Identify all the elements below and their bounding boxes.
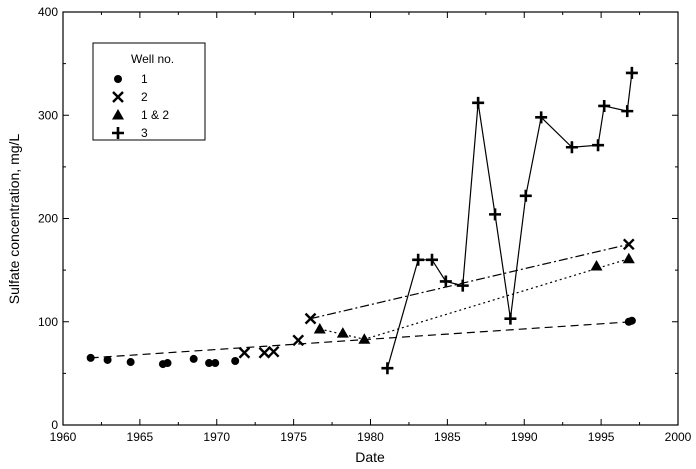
- circle-marker: [103, 355, 112, 364]
- x-marker: [258, 346, 271, 359]
- data-markers: [86, 66, 638, 375]
- plus-marker: [592, 139, 605, 152]
- triangle-marker: [622, 252, 635, 264]
- plus-marker: [456, 279, 469, 292]
- triangle-marker: [336, 327, 349, 338]
- legend-box: [92, 42, 206, 141]
- circle-marker: [627, 316, 636, 325]
- plus-marker: [565, 141, 578, 154]
- x-tick-label: 1980: [357, 430, 384, 444]
- legend-entry-label: 1 & 2: [141, 108, 169, 122]
- plus-marker: [621, 105, 634, 118]
- x-tick-label: 1995: [588, 430, 615, 444]
- plus-marker: [439, 275, 452, 288]
- triangle-marker: [112, 109, 124, 120]
- circle-marker: [189, 354, 198, 363]
- x-tick-label: 1990: [511, 430, 538, 444]
- x-marker: [304, 312, 317, 325]
- circle-marker: [231, 356, 240, 365]
- y-tick-label: 200: [38, 212, 58, 226]
- legend-items: 1 2 1 & 2 3: [112, 72, 169, 140]
- triangle-marker: [590, 259, 603, 271]
- plus-marker: [381, 362, 394, 375]
- legend-entry-label: 1: [141, 72, 148, 86]
- plus-marker: [472, 96, 485, 109]
- plus-marker: [112, 127, 124, 139]
- trend-line-dotted: [319, 258, 629, 340]
- circle-marker: [163, 359, 172, 368]
- y-tick-label: 0: [51, 418, 58, 432]
- x-marker: [267, 345, 280, 358]
- axis-ticks: 1960 1965 1970 1975 1980 1985 1990 1995 2000 0 100…: [38, 5, 692, 444]
- plus-marker: [504, 312, 517, 325]
- legend-entry-label: 2: [141, 90, 148, 104]
- circle-marker: [126, 358, 135, 367]
- legend: Well no. 1 2 1 & 2 3: [92, 42, 206, 141]
- plus-marker: [426, 253, 438, 266]
- circle-marker: [114, 75, 122, 83]
- circle-marker: [205, 359, 214, 368]
- legend-entry-label: 3: [141, 126, 148, 140]
- plus-marker: [519, 189, 532, 202]
- x-marker: [292, 334, 305, 347]
- plus-marker: [625, 66, 638, 79]
- plus-marker: [535, 111, 548, 124]
- y-axis-label: Sulfate concentration, mg/L: [6, 134, 22, 305]
- legend-title: Well no.: [131, 52, 174, 66]
- x-marker: [112, 91, 124, 103]
- x-marker: [622, 238, 635, 251]
- triangle-marker: [358, 333, 371, 344]
- x-tick-label: 1985: [434, 430, 461, 444]
- y-tick-label: 100: [38, 315, 58, 329]
- plus-marker: [598, 99, 611, 112]
- x-tick-label: 1975: [280, 430, 307, 444]
- triangle-marker: [313, 322, 326, 334]
- x-tick-label: 2000: [665, 430, 692, 444]
- trend-line-dash-dot: [310, 243, 629, 320]
- y-tick-label: 400: [38, 5, 58, 19]
- plus-marker: [412, 253, 425, 266]
- circle-marker: [86, 353, 95, 362]
- x-axis-label: Date: [355, 449, 385, 465]
- plus-marker: [489, 208, 502, 221]
- x-tick-label: 1970: [203, 430, 230, 444]
- circle-marker: [211, 359, 220, 368]
- x-tick-label: 1965: [127, 430, 154, 444]
- x-tick-label: 1960: [50, 430, 77, 444]
- y-tick-label: 300: [38, 108, 58, 122]
- x-marker: [238, 346, 251, 359]
